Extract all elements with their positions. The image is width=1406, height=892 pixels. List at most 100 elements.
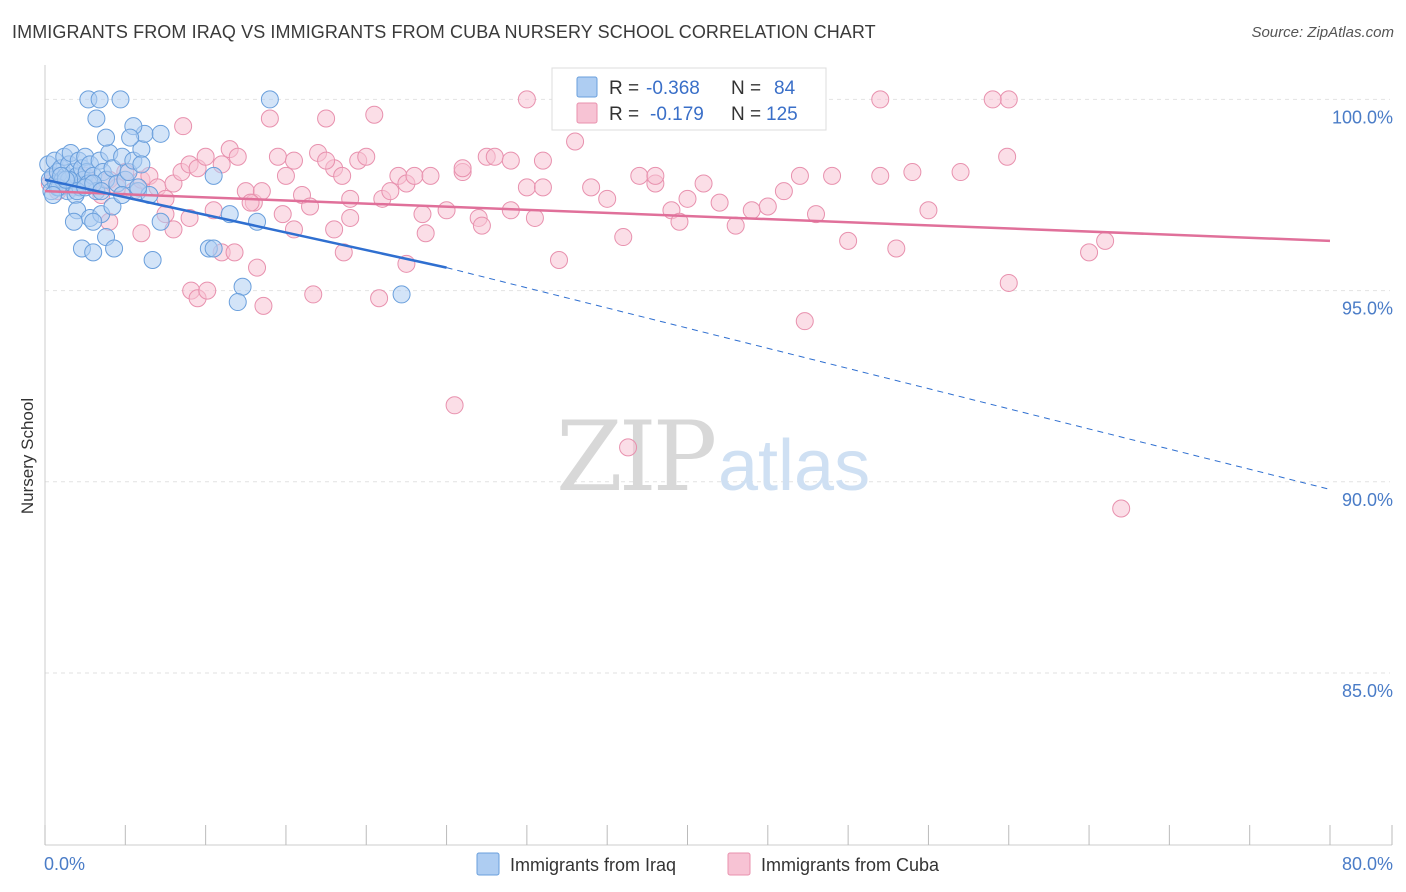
iraq-point-55: [103, 197, 122, 216]
x-tick-labels: 0.0% 80.0%: [44, 854, 1393, 874]
y-tick-label-1: 90.0%: [1342, 490, 1393, 510]
cuba-point-60: [630, 166, 649, 185]
chart-title: IMMIGRANTS FROM IRAQ VS IMMIGRANTS FROM …: [12, 22, 876, 42]
cuba-point-67: [726, 216, 745, 235]
cuba-point-81: [1080, 243, 1099, 262]
cuba-point-74: [839, 231, 858, 250]
iraq-point-61: [105, 239, 124, 258]
cuba-point-56: [566, 132, 585, 151]
iraq-point-70: [392, 285, 411, 304]
watermark-zip: ZIP: [556, 401, 715, 513]
iraq-point-47: [87, 109, 106, 128]
cuba-point-84: [999, 90, 1018, 109]
cuba-point-78: [919, 201, 938, 220]
y-tick-labels: 85.0% 90.0% 95.0% 100.0%: [1332, 107, 1393, 701]
cuba-point-41: [381, 182, 400, 201]
cuba-point-89: [174, 117, 193, 136]
cuba-point-59: [614, 228, 633, 247]
cuba-point-71: [790, 166, 809, 185]
cuba-point-120: [317, 151, 336, 170]
cuba-point-20: [196, 147, 215, 166]
bottom-legend-iraq-swatch: [476, 852, 500, 876]
iraq-point-46: [260, 90, 279, 109]
cuba-point-45: [421, 166, 440, 185]
cuba-point-54: [533, 151, 552, 170]
legend-cuba-r-label: R =: [609, 104, 639, 125]
cuba-point-83: [1112, 499, 1131, 518]
iraq-point-67: [143, 251, 162, 269]
iraq-point-59: [84, 243, 103, 262]
x-tick-label-0: 0.0%: [44, 854, 85, 874]
cuba-point-114: [998, 147, 1017, 166]
cuba-trend-line: [44, 189, 1331, 243]
cuba-point-64: [678, 189, 697, 208]
legend-cuba-swatch: [576, 102, 598, 124]
cuba-point-35: [333, 166, 352, 185]
bottom-legend-iraq-label: Immigrants from Iraq: [510, 855, 676, 875]
cuba-point-69: [758, 197, 777, 216]
cuba-point-82: [1096, 231, 1115, 250]
cuba-point-29: [276, 166, 295, 185]
cuba-point-97: [248, 258, 267, 277]
cuba-point-86: [517, 90, 536, 109]
cuba-point-93: [180, 208, 199, 227]
cuba-point-80: [999, 273, 1018, 292]
iraq-point-68: [233, 277, 252, 296]
iraq-point-69: [228, 293, 247, 312]
iraq-point-51: [121, 128, 140, 147]
cuba-point-63: [670, 212, 689, 231]
legend: R = -0.368 N = 84 R = -0.179 N = 125: [551, 67, 827, 131]
cuba-point-100: [334, 243, 353, 262]
watermark-atlas: atlas: [718, 426, 870, 506]
legend-iraq-swatch: [576, 76, 598, 98]
cuba-point-118: [453, 159, 472, 178]
cuba-point-65: [694, 174, 713, 193]
source-credit: Source: ZipAtlas.com: [1251, 24, 1394, 41]
cuba-point-108: [370, 289, 389, 308]
legend-cuba-r-value: -0.179: [650, 104, 704, 125]
cuba-point-46: [437, 201, 456, 220]
cuba-point-88: [871, 90, 890, 109]
cuba-point-99: [325, 220, 344, 239]
cuba-point-122: [273, 205, 292, 224]
iraq-point-45: [111, 90, 130, 109]
cuba-point-52: [517, 178, 536, 197]
iraq-point-56: [64, 212, 83, 231]
cuba-point-36: [341, 189, 360, 208]
cuba-point-73: [823, 166, 842, 185]
cuba-point-77: [903, 163, 922, 182]
watermark: ZIP atlas: [556, 401, 870, 513]
cuba-point-30: [284, 151, 303, 170]
cuba-point-76: [887, 239, 906, 258]
cuba-point-105: [198, 281, 217, 300]
iraq-point-71: [204, 166, 223, 185]
cuba-point-44: [405, 166, 424, 185]
legend-cuba-n-label: N =: [731, 104, 761, 125]
cuba-point-38: [357, 147, 376, 166]
cuba-point-70: [774, 182, 793, 201]
cuba-point-39: [365, 105, 384, 124]
cuba-point-115: [533, 178, 552, 197]
cuba-point-123: [241, 193, 260, 212]
trend-lines: [44, 178, 1331, 490]
x-tick-label-1: 80.0%: [1342, 854, 1393, 874]
y-tick-label-2: 95.0%: [1342, 299, 1393, 319]
cuba-point-113: [795, 312, 814, 331]
cuba-point-112: [619, 438, 638, 457]
iraq-point-66: [204, 239, 223, 258]
cuba-point-72: [807, 205, 825, 224]
cuba-point-50: [485, 147, 504, 166]
iraq-point-50: [97, 128, 116, 147]
cuba-point-106: [254, 296, 273, 315]
cuba-point-79: [951, 163, 970, 182]
legend-cuba-n-value: 125: [766, 104, 798, 125]
cuba-point-58: [598, 189, 617, 208]
iraq-point-44: [90, 90, 109, 109]
cuba-point-119: [413, 205, 432, 224]
iraq-point-74: [132, 155, 151, 174]
iraq-point-83: [44, 186, 63, 204]
iraq-point-62: [151, 212, 170, 231]
y-tick-label-0: 85.0%: [1342, 681, 1393, 701]
cuba-point-96: [225, 243, 244, 262]
